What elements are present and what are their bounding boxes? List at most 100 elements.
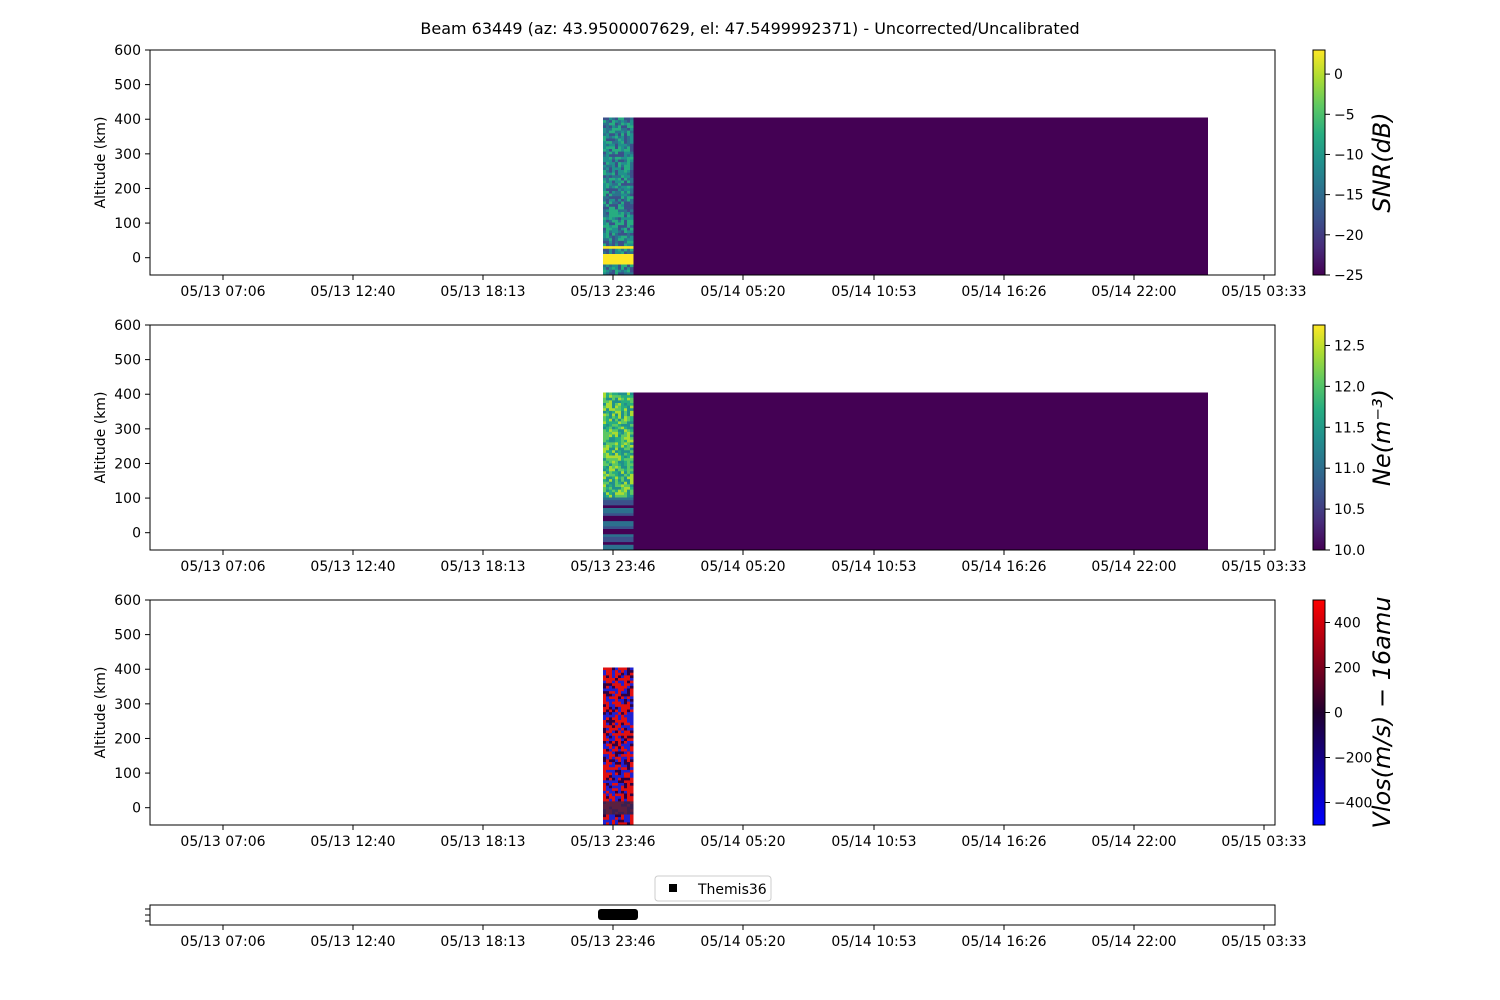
heatmap-cell: [606, 759, 610, 763]
heatmap-cell: [621, 796, 625, 800]
heatmap-cell: [612, 725, 616, 729]
x-tick-label: 05/13 07:06: [180, 559, 265, 575]
heatmap-cell: [624, 476, 628, 480]
heatmap-cell: [630, 471, 634, 475]
heatmap-cell: [609, 746, 613, 750]
heatmap-cell: [621, 269, 625, 273]
heatmap-cell: [621, 143, 625, 147]
heatmap-cell: [606, 691, 610, 695]
heatmap-cell: [624, 754, 628, 758]
heatmap-cell: [630, 243, 634, 247]
heatmap-cell: [606, 743, 610, 747]
heatmap-cell: [609, 225, 613, 229]
heatmap-cell: [612, 149, 616, 153]
heatmap-cell: [615, 688, 619, 692]
heatmap-cell: [627, 722, 631, 726]
heatmap-cell: [615, 547, 619, 551]
heatmap-cell: [603, 529, 607, 533]
heatmap-cell: [630, 408, 634, 412]
heatmap-cell: [624, 712, 628, 716]
heatmap-cell: [609, 164, 613, 168]
heatmap-cell: [621, 775, 625, 779]
heatmap-cell: [630, 466, 634, 470]
heatmap-cell: [621, 117, 625, 121]
heatmap-cell: [624, 706, 628, 710]
heatmap-cell: [606, 447, 610, 451]
heatmap-cell: [624, 130, 628, 134]
heatmap-cell: [603, 685, 607, 689]
heatmap-cell: [606, 403, 610, 407]
heatmap-cell: [627, 238, 631, 242]
heatmap-cell: [606, 413, 610, 417]
heatmap-cell: [615, 817, 619, 821]
heatmap-cell: [609, 484, 613, 488]
heatmap-cell: [621, 397, 625, 401]
y-tick-label: 300: [114, 697, 141, 713]
heatmap-cell: [612, 489, 616, 493]
heatmap-cell: [618, 267, 622, 271]
heatmap-cell: [609, 421, 613, 425]
heatmap-cell: [606, 450, 610, 454]
heatmap-cell: [630, 542, 634, 546]
heatmap-cell: [615, 141, 619, 145]
heatmap-cell: [624, 722, 628, 726]
heatmap-cell: [615, 159, 619, 163]
heatmap-cell: [627, 693, 631, 697]
heatmap-cell: [618, 764, 622, 768]
heatmap-cell: [615, 754, 619, 758]
heatmap-cell: [627, 125, 631, 129]
heatmap-cell: [615, 222, 619, 226]
heatmap-cell: [606, 733, 610, 737]
heatmap-cell: [624, 777, 628, 781]
heatmap-cell: [606, 206, 610, 210]
heatmap-cell: [603, 722, 607, 726]
heatmap-cell: [615, 489, 619, 493]
heatmap-cell: [612, 177, 616, 181]
heatmap-cell: [609, 188, 613, 192]
heatmap-cell: [603, 806, 607, 810]
heatmap-cell: [609, 497, 613, 501]
heatmap-cell: [630, 529, 634, 533]
heatmap-cell: [606, 751, 610, 755]
heatmap-cell: [615, 405, 619, 409]
heatmap-cell: [603, 751, 607, 755]
heatmap-cell: [624, 466, 628, 470]
heatmap-cell: [606, 515, 610, 519]
heatmap-cell: [606, 272, 610, 276]
heatmap-cell: [618, 785, 622, 789]
heatmap-cell: [621, 759, 625, 763]
heatmap-cell: [615, 767, 619, 771]
heatmap-cell: [624, 523, 628, 527]
heatmap-cell: [621, 122, 625, 126]
heatmap-cell: [606, 809, 610, 813]
heatmap-cell: [624, 135, 628, 139]
heatmap-cell: [630, 177, 634, 181]
heatmap-cell: [624, 733, 628, 737]
heatmap-cell: [624, 405, 628, 409]
heatmap-cell: [603, 397, 607, 401]
y-tick-label: 0: [132, 801, 141, 817]
heatmap-cell: [630, 149, 634, 153]
heatmap-cell: [612, 510, 616, 514]
heatmap-cell: [606, 672, 610, 676]
heatmap-cell: [615, 706, 619, 710]
heatmap-cell: [603, 468, 607, 472]
heatmap-cell: [624, 117, 628, 121]
heatmap-cell: [615, 529, 619, 533]
heatmap-cell: [618, 741, 622, 745]
heatmap-cell: [621, 256, 625, 260]
heatmap-cell: [609, 801, 613, 805]
y-tick-label: 400: [114, 387, 141, 403]
heatmap-cell: [618, 762, 622, 766]
heatmap-cell: [615, 416, 619, 420]
heatmap-cell: [630, 460, 634, 464]
heatmap-cell: [612, 167, 616, 171]
heatmap-cell: [624, 783, 628, 787]
x-tick-label: 05/14 05:20: [700, 284, 785, 300]
heatmap-cell: [624, 227, 628, 231]
heatmap-cell: [615, 497, 619, 501]
heatmap-cell: [624, 167, 628, 171]
heatmap-cell: [612, 717, 616, 721]
heatmap-cell: [615, 769, 619, 773]
heatmap-cell: [621, 201, 625, 205]
